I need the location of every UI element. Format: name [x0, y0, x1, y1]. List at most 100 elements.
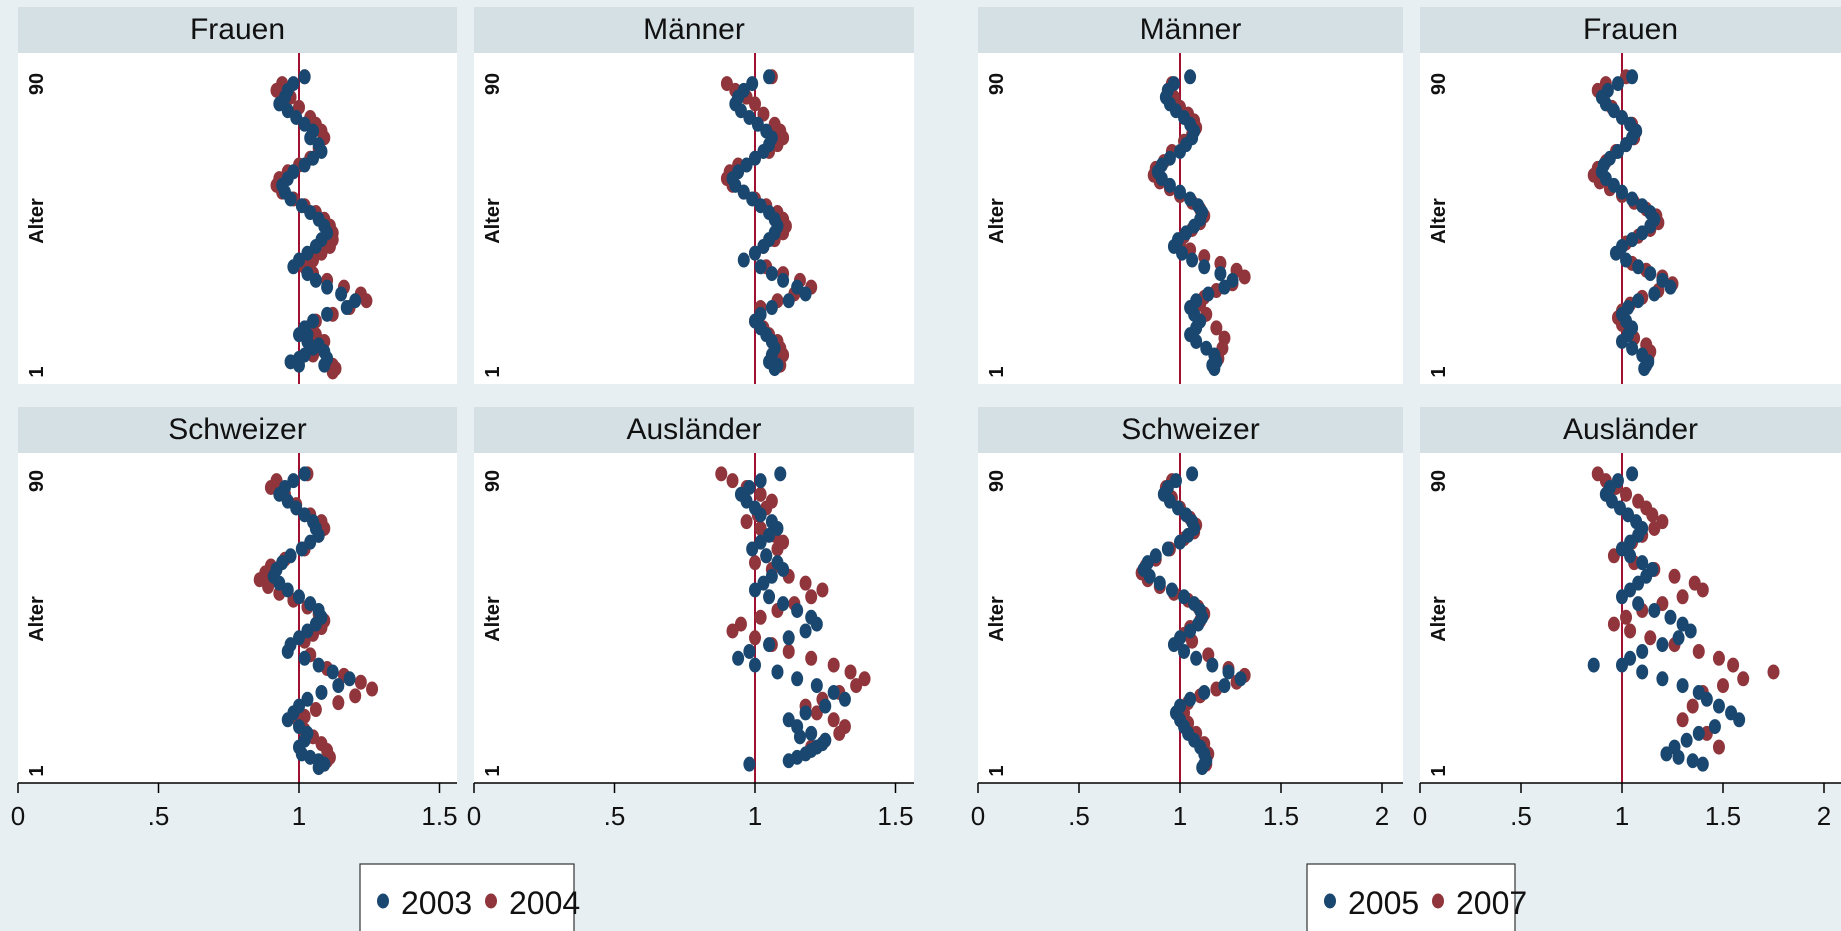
data-point — [1646, 507, 1659, 523]
data-point — [732, 650, 745, 666]
panel-header — [18, 407, 457, 453]
panel: Männer 90 Alter 1 — [978, 7, 1403, 384]
data-point — [838, 691, 851, 707]
data-point — [777, 561, 790, 577]
data-point — [1664, 279, 1677, 295]
series-2005 — [1587, 466, 1746, 772]
panel-title: Ausländer — [1563, 413, 1698, 446]
legend-box — [1306, 863, 1516, 931]
data-point — [1638, 361, 1651, 377]
data-point — [1660, 746, 1673, 762]
panel-title: Männer — [643, 13, 745, 46]
data-point — [1700, 691, 1713, 707]
data-point — [287, 259, 300, 275]
panel: Frauen 90 Alter 1 — [18, 7, 457, 384]
data-point — [1684, 623, 1697, 639]
data-point — [1153, 575, 1166, 591]
data-point — [850, 678, 863, 694]
series-2003 — [732, 466, 851, 772]
x-tick-label: 1 — [292, 801, 306, 831]
panel: Ausländer 90 Alter 1 0 .5 1 1.5 — [467, 407, 914, 831]
series-2003 — [273, 69, 362, 373]
data-point — [343, 671, 356, 687]
data-point — [771, 664, 784, 680]
data-point — [810, 616, 823, 632]
data-point — [1632, 293, 1645, 309]
panel-header — [1420, 7, 1841, 53]
legend-box — [359, 863, 575, 931]
data-point — [791, 602, 804, 618]
data-point — [749, 245, 761, 261]
legend-label: 2004 — [509, 885, 580, 921]
x-tick-label: 0 — [1413, 801, 1427, 831]
data-point — [1632, 259, 1645, 275]
data-point — [754, 473, 767, 489]
data-point — [1198, 259, 1211, 275]
y-tick-label: 90 — [26, 73, 48, 95]
data-point — [1238, 269, 1251, 285]
x-tick-label: 0 — [11, 801, 25, 831]
data-point — [1626, 340, 1639, 356]
x-tick-label: 1.5 — [1705, 801, 1741, 831]
panel-header — [1420, 407, 1841, 453]
data-point — [1198, 684, 1211, 700]
panel: Männer 90 Alter 1 — [474, 7, 914, 384]
x-tick-label: .5 — [148, 801, 170, 831]
y-axis-label: Alter — [26, 198, 48, 244]
data-point — [805, 743, 818, 759]
data-point — [816, 582, 829, 598]
data-point — [1163, 177, 1176, 193]
data-point — [1680, 732, 1693, 748]
x-tick-label: 0 — [971, 801, 985, 831]
data-point — [774, 466, 787, 482]
data-point — [1708, 719, 1721, 735]
data-point — [1190, 333, 1203, 349]
data-point — [1178, 643, 1191, 659]
y-tick-label: 1 — [1428, 366, 1450, 377]
y-tick-label: 90 — [1428, 470, 1450, 492]
data-point — [1636, 225, 1649, 241]
data-point — [749, 657, 761, 673]
data-point — [763, 69, 776, 85]
data-point — [827, 712, 840, 728]
data-point — [1178, 589, 1191, 605]
data-point — [1190, 650, 1203, 666]
data-point — [1672, 749, 1685, 765]
data-point — [782, 753, 795, 769]
data-point — [1206, 657, 1219, 673]
data-point — [765, 300, 778, 316]
data-point — [726, 623, 739, 639]
data-point — [298, 69, 311, 85]
panel-title: Frauen — [190, 13, 285, 46]
panel-title: Männer — [1140, 13, 1242, 46]
data-point — [298, 157, 311, 173]
data-point — [1644, 630, 1657, 646]
data-point — [335, 286, 348, 302]
data-point — [354, 674, 367, 690]
data-point — [1712, 739, 1725, 755]
data-point — [312, 760, 325, 776]
plot-area — [474, 453, 914, 783]
data-point — [1676, 712, 1689, 728]
data-point — [1620, 486, 1633, 502]
chart-group-right: Männer90Alter1Frauen90Alter1Schweizer90A… — [971, 7, 1841, 931]
data-point — [332, 678, 345, 694]
data-point — [293, 357, 305, 373]
data-point — [1222, 664, 1235, 680]
data-point — [298, 650, 311, 666]
data-point — [799, 286, 812, 302]
data-point — [1176, 245, 1189, 261]
data-point — [301, 327, 314, 343]
x-tick-label: .5 — [1510, 801, 1532, 831]
y-tick-label: 1 — [26, 366, 48, 377]
data-point — [1626, 69, 1639, 85]
legend: 2003 2004 — [359, 863, 580, 931]
data-point — [1210, 320, 1223, 336]
data-point — [1624, 623, 1637, 639]
data-point — [749, 582, 761, 598]
data-point — [1737, 671, 1750, 687]
y-tick-label: 1 — [482, 765, 504, 776]
data-point — [799, 623, 812, 639]
data-point — [1686, 698, 1699, 714]
y-axis-label: Alter — [26, 596, 48, 642]
